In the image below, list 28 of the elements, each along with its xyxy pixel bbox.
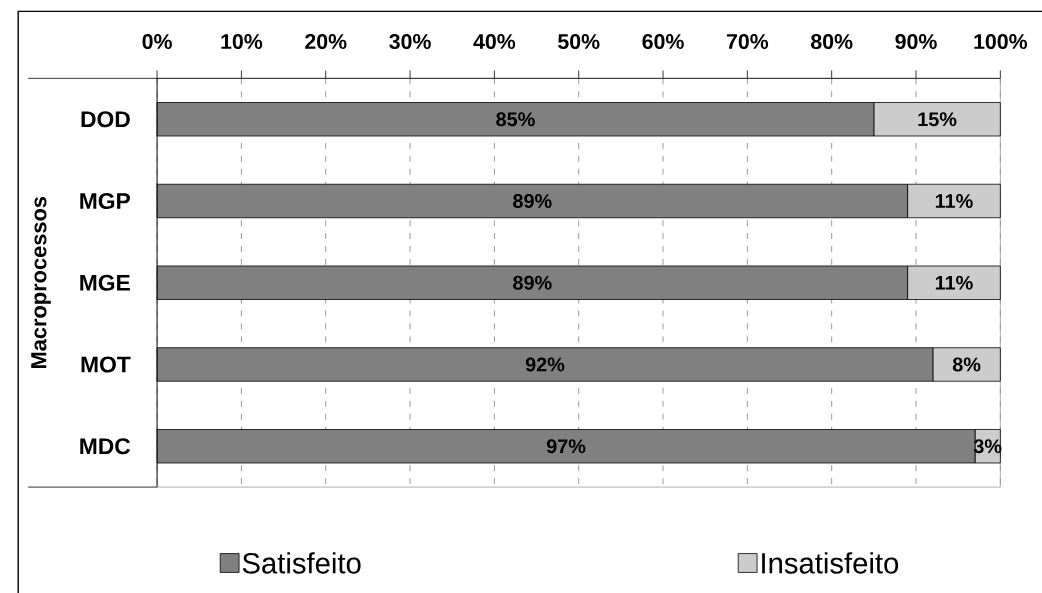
x-tick-label: 80% [811,33,853,49]
y-tick-label: MOT [81,356,131,373]
x-tick-label: 0% [142,33,172,49]
x-tick-label: 90% [895,33,937,49]
data-label: 11% [935,193,973,208]
y-tick-label: MDC [80,438,131,455]
y-tick-label: MGP [80,192,130,209]
x-tick-label: 100% [974,33,1028,49]
data-label: 15% [918,112,957,127]
data-label: 8% [952,357,981,372]
data-label: 97% [546,439,586,454]
y-tick-label: MGE [80,274,130,291]
legend-label: Insatisfeito [762,552,899,574]
data-label: 85% [496,112,535,127]
data-label: 92% [525,357,565,372]
x-tick-label: 20% [305,33,347,49]
legend-label: Satisfeito [242,552,361,574]
x-tick-label: 40% [473,33,516,49]
data-label: 89% [513,193,552,208]
x-tick-label: 60% [642,33,684,49]
x-tick-label: 10% [221,33,263,49]
data-label: 89% [513,275,552,290]
data-label: 11% [935,275,973,290]
x-tick-label: 30% [389,33,431,49]
y-axis-title: Macroprocessos [31,196,51,368]
x-tick-label: 70% [726,33,769,49]
x-tick-label: 50% [558,33,600,49]
y-tick-label: DOD [81,111,130,128]
